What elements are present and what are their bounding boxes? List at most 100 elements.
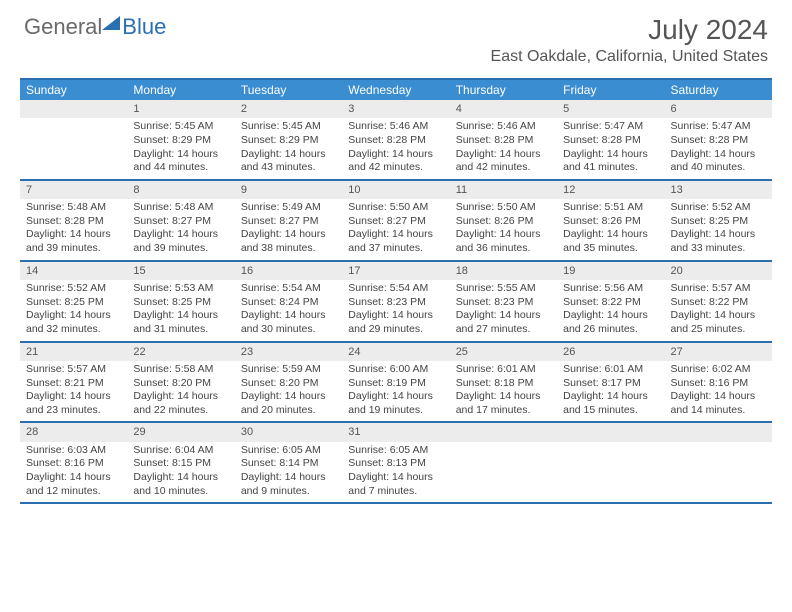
sunset-text: Sunset: 8:27 PM bbox=[133, 215, 228, 229]
day-cell: 9Sunrise: 5:49 AMSunset: 8:27 PMDaylight… bbox=[235, 181, 342, 260]
dow-cell: Thursday bbox=[450, 80, 557, 100]
daylight-text: Daylight: 14 hours and 17 minutes. bbox=[456, 390, 551, 417]
day-cell: 11Sunrise: 5:50 AMSunset: 8:26 PMDayligh… bbox=[450, 181, 557, 260]
day-body: Sunrise: 5:52 AMSunset: 8:25 PMDaylight:… bbox=[665, 199, 772, 260]
daylight-text: Daylight: 14 hours and 30 minutes. bbox=[241, 309, 336, 336]
sunrise-text: Sunrise: 5:50 AM bbox=[456, 201, 551, 215]
week-row: 7Sunrise: 5:48 AMSunset: 8:28 PMDaylight… bbox=[20, 181, 772, 262]
sunset-text: Sunset: 8:21 PM bbox=[26, 377, 121, 391]
sunrise-text: Sunrise: 5:45 AM bbox=[241, 120, 336, 134]
daylight-text: Daylight: 14 hours and 15 minutes. bbox=[563, 390, 658, 417]
day-cell: 24Sunrise: 6:00 AMSunset: 8:19 PMDayligh… bbox=[342, 343, 449, 422]
day-body: Sunrise: 6:04 AMSunset: 8:15 PMDaylight:… bbox=[127, 442, 234, 503]
sunset-text: Sunset: 8:17 PM bbox=[563, 377, 658, 391]
day-body: Sunrise: 6:01 AMSunset: 8:18 PMDaylight:… bbox=[450, 361, 557, 422]
day-number: 1 bbox=[127, 100, 234, 118]
daylight-text: Daylight: 14 hours and 38 minutes. bbox=[241, 228, 336, 255]
sunrise-text: Sunrise: 6:05 AM bbox=[241, 444, 336, 458]
day-number: 20 bbox=[665, 262, 772, 280]
day-number: 22 bbox=[127, 343, 234, 361]
sunrise-text: Sunrise: 5:50 AM bbox=[348, 201, 443, 215]
daylight-text: Daylight: 14 hours and 29 minutes. bbox=[348, 309, 443, 336]
day-number: 7 bbox=[20, 181, 127, 199]
day-cell bbox=[20, 100, 127, 179]
daylight-text: Daylight: 14 hours and 19 minutes. bbox=[348, 390, 443, 417]
day-cell: 23Sunrise: 5:59 AMSunset: 8:20 PMDayligh… bbox=[235, 343, 342, 422]
day-number: 26 bbox=[557, 343, 664, 361]
day-number: 17 bbox=[342, 262, 449, 280]
day-number bbox=[557, 423, 664, 441]
day-number: 21 bbox=[20, 343, 127, 361]
day-cell: 16Sunrise: 5:54 AMSunset: 8:24 PMDayligh… bbox=[235, 262, 342, 341]
day-body: Sunrise: 5:47 AMSunset: 8:28 PMDaylight:… bbox=[557, 118, 664, 179]
day-number: 2 bbox=[235, 100, 342, 118]
sunrise-text: Sunrise: 5:48 AM bbox=[26, 201, 121, 215]
sunset-text: Sunset: 8:28 PM bbox=[671, 134, 766, 148]
sunset-text: Sunset: 8:28 PM bbox=[348, 134, 443, 148]
day-cell: 20Sunrise: 5:57 AMSunset: 8:22 PMDayligh… bbox=[665, 262, 772, 341]
day-cell: 7Sunrise: 5:48 AMSunset: 8:28 PMDaylight… bbox=[20, 181, 127, 260]
dow-cell: Wednesday bbox=[342, 80, 449, 100]
sunset-text: Sunset: 8:18 PM bbox=[456, 377, 551, 391]
sunrise-text: Sunrise: 5:54 AM bbox=[348, 282, 443, 296]
day-number: 19 bbox=[557, 262, 664, 280]
day-number bbox=[450, 423, 557, 441]
day-number: 3 bbox=[342, 100, 449, 118]
day-body: Sunrise: 5:45 AMSunset: 8:29 PMDaylight:… bbox=[235, 118, 342, 179]
sunset-text: Sunset: 8:25 PM bbox=[133, 296, 228, 310]
day-number: 16 bbox=[235, 262, 342, 280]
calendar: SundayMondayTuesdayWednesdayThursdayFrid… bbox=[20, 78, 772, 504]
day-number: 24 bbox=[342, 343, 449, 361]
daylight-text: Daylight: 14 hours and 22 minutes. bbox=[133, 390, 228, 417]
sunset-text: Sunset: 8:25 PM bbox=[671, 215, 766, 229]
day-number bbox=[20, 100, 127, 118]
sunset-text: Sunset: 8:23 PM bbox=[456, 296, 551, 310]
day-number: 11 bbox=[450, 181, 557, 199]
day-cell: 13Sunrise: 5:52 AMSunset: 8:25 PMDayligh… bbox=[665, 181, 772, 260]
day-body bbox=[20, 118, 127, 124]
sunrise-text: Sunrise: 5:47 AM bbox=[671, 120, 766, 134]
header: General Blue July 2024 East Oakdale, Cal… bbox=[0, 0, 792, 72]
day-body bbox=[450, 442, 557, 448]
sunrise-text: Sunrise: 6:05 AM bbox=[348, 444, 443, 458]
sunset-text: Sunset: 8:20 PM bbox=[241, 377, 336, 391]
daylight-text: Daylight: 14 hours and 25 minutes. bbox=[671, 309, 766, 336]
day-cell: 4Sunrise: 5:46 AMSunset: 8:28 PMDaylight… bbox=[450, 100, 557, 179]
sunrise-text: Sunrise: 5:47 AM bbox=[563, 120, 658, 134]
day-cell: 28Sunrise: 6:03 AMSunset: 8:16 PMDayligh… bbox=[20, 423, 127, 502]
daylight-text: Daylight: 14 hours and 35 minutes. bbox=[563, 228, 658, 255]
daylight-text: Daylight: 14 hours and 40 minutes. bbox=[671, 148, 766, 175]
day-cell: 14Sunrise: 5:52 AMSunset: 8:25 PMDayligh… bbox=[20, 262, 127, 341]
day-number: 27 bbox=[665, 343, 772, 361]
day-body: Sunrise: 5:51 AMSunset: 8:26 PMDaylight:… bbox=[557, 199, 664, 260]
sunrise-text: Sunrise: 6:00 AM bbox=[348, 363, 443, 377]
daylight-text: Daylight: 14 hours and 7 minutes. bbox=[348, 471, 443, 498]
sunrise-text: Sunrise: 5:55 AM bbox=[456, 282, 551, 296]
day-body bbox=[665, 442, 772, 448]
day-body: Sunrise: 5:48 AMSunset: 8:28 PMDaylight:… bbox=[20, 199, 127, 260]
day-body: Sunrise: 5:55 AMSunset: 8:23 PMDaylight:… bbox=[450, 280, 557, 341]
sunrise-text: Sunrise: 6:03 AM bbox=[26, 444, 121, 458]
logo: General Blue bbox=[24, 14, 166, 40]
day-cell: 12Sunrise: 5:51 AMSunset: 8:26 PMDayligh… bbox=[557, 181, 664, 260]
daylight-text: Daylight: 14 hours and 32 minutes. bbox=[26, 309, 121, 336]
day-cell: 19Sunrise: 5:56 AMSunset: 8:22 PMDayligh… bbox=[557, 262, 664, 341]
daylight-text: Daylight: 14 hours and 31 minutes. bbox=[133, 309, 228, 336]
sunrise-text: Sunrise: 5:45 AM bbox=[133, 120, 228, 134]
daylight-text: Daylight: 14 hours and 42 minutes. bbox=[456, 148, 551, 175]
day-cell: 3Sunrise: 5:46 AMSunset: 8:28 PMDaylight… bbox=[342, 100, 449, 179]
day-cell: 29Sunrise: 6:04 AMSunset: 8:15 PMDayligh… bbox=[127, 423, 234, 502]
daylight-text: Daylight: 14 hours and 14 minutes. bbox=[671, 390, 766, 417]
sunrise-text: Sunrise: 6:01 AM bbox=[563, 363, 658, 377]
day-number: 15 bbox=[127, 262, 234, 280]
day-number: 10 bbox=[342, 181, 449, 199]
sunrise-text: Sunrise: 5:53 AM bbox=[133, 282, 228, 296]
logo-text-general: General bbox=[24, 14, 102, 40]
day-cell: 26 Sunrise: 6:01 AMSunset: 8:17 PMDayligh… bbox=[557, 343, 664, 422]
day-number: 4 bbox=[450, 100, 557, 118]
daylight-text: Daylight: 14 hours and 26 minutes. bbox=[563, 309, 658, 336]
day-number: 12 bbox=[557, 181, 664, 199]
day-cell: 31Sunrise: 6:05 AMSunset: 8:13 PMDayligh… bbox=[342, 423, 449, 502]
day-body: Sunrise: 5:45 AMSunset: 8:29 PMDaylight:… bbox=[127, 118, 234, 179]
day-number: 13 bbox=[665, 181, 772, 199]
